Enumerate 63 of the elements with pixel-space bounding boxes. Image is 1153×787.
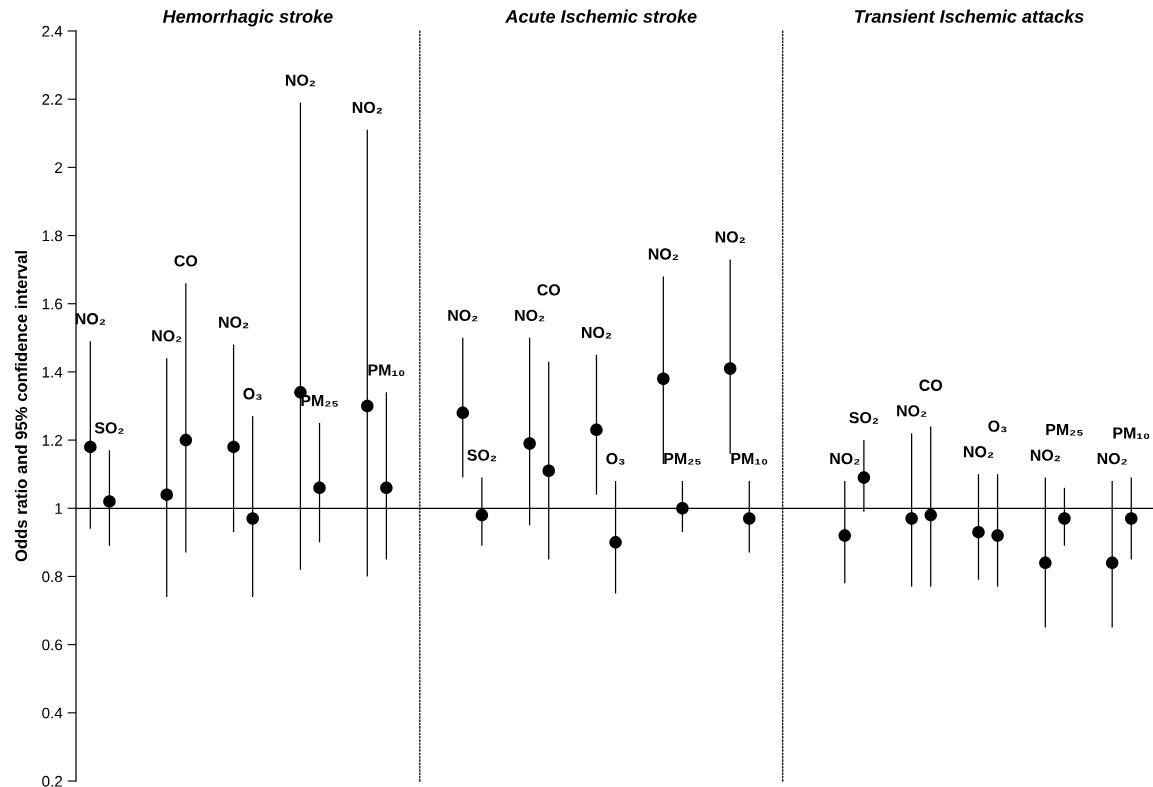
y-tick-label: 1 — [55, 503, 63, 514]
point — [991, 529, 1004, 542]
category-label: CO — [537, 284, 561, 296]
point — [857, 471, 871, 484]
y-tick-label: 1.4 — [42, 366, 63, 378]
point — [179, 433, 193, 447]
category-label: NO₂ — [648, 248, 679, 260]
category-label: PM₂₅ — [664, 453, 701, 465]
y-tick-label: 2.2 — [42, 94, 63, 105]
point — [475, 508, 489, 522]
chart-title: Acute Ischemic stroke — [505, 9, 697, 23]
point — [523, 437, 536, 450]
point — [1105, 556, 1119, 570]
point — [246, 512, 259, 525]
category-label: NO₂ — [582, 326, 612, 339]
point — [972, 525, 985, 539]
category-label: PM₁₀ — [1113, 427, 1150, 440]
point — [838, 529, 852, 542]
point — [609, 536, 622, 549]
point — [1039, 556, 1052, 570]
point — [1058, 512, 1071, 525]
point — [590, 423, 603, 437]
chart-title: Hemorrhagic stroke — [162, 9, 333, 27]
category-label: SO₂ — [849, 411, 879, 424]
y-tick-label: 2.4 — [42, 25, 63, 37]
chart-title: Transient Ischemic attacks — [854, 9, 1084, 23]
point — [313, 481, 326, 495]
point — [723, 362, 737, 375]
point — [905, 512, 918, 525]
y-axis-title: Odds ratio and 95% confidence interval — [14, 251, 28, 562]
category-label: NO₂ — [1097, 452, 1127, 465]
y-tick-label: 1.2 — [42, 434, 63, 446]
point — [103, 495, 116, 508]
point — [380, 481, 393, 495]
category-label: NO₂ — [964, 446, 994, 458]
point — [743, 512, 756, 525]
category-label: NO₂ — [1030, 449, 1061, 462]
y-tick-label: 0.4 — [42, 707, 63, 719]
y-tick-label: 0.6 — [42, 639, 63, 651]
point — [542, 464, 555, 478]
point — [924, 508, 937, 522]
point — [227, 440, 240, 454]
category-label: NO₂ — [715, 231, 745, 243]
point — [676, 502, 689, 515]
category-label: PM₁₀ — [731, 453, 768, 465]
category-label: CO — [919, 379, 943, 391]
y-tick-label: 1.8 — [42, 230, 63, 242]
y-tick-label: 1.6 — [42, 298, 63, 310]
y-tick-label: 0.8 — [42, 571, 63, 583]
point — [657, 372, 670, 385]
point — [1125, 512, 1138, 525]
point — [160, 488, 173, 501]
category-label: O₃ — [988, 420, 1007, 433]
point — [456, 406, 470, 420]
point — [84, 440, 97, 454]
category-label: PM₂₅ — [1046, 424, 1083, 436]
category-label: NO₂ — [830, 452, 860, 465]
category-label: SO₂ — [467, 449, 497, 462]
category-label: O₃ — [606, 452, 625, 465]
y-tick-label: 2 — [55, 162, 63, 173]
category-label: NO₂ — [897, 405, 927, 417]
y-tick-label: 0.2 — [42, 775, 63, 787]
point — [361, 399, 374, 413]
